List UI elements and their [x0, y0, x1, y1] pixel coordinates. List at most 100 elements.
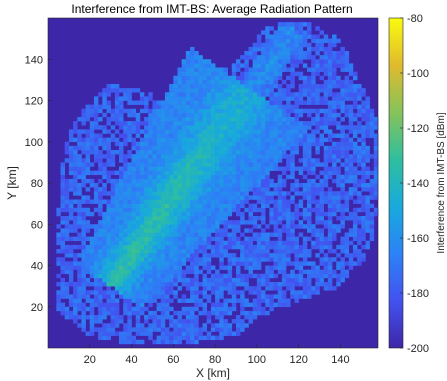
heatmap-cell	[123, 154, 128, 159]
heatmap-cell	[252, 67, 258, 72]
heatmap-cell	[298, 137, 304, 143]
heatmap-cell	[294, 22, 299, 27]
heatmap-cell	[302, 236, 308, 242]
heatmap-cell	[315, 59, 320, 64]
heatmap-cell	[206, 92, 212, 97]
heatmap-cell	[144, 236, 149, 242]
heatmap-cell	[256, 46, 262, 52]
heatmap-cell	[106, 236, 111, 242]
heatmap-cell	[164, 302, 170, 308]
heatmap-cell	[194, 67, 199, 72]
heatmap-cell	[139, 240, 145, 246]
heatmap-cell	[332, 191, 337, 196]
heatmap-cell	[244, 125, 249, 130]
heatmap-cell	[181, 319, 187, 324]
heatmap-cell	[206, 170, 212, 176]
heatmap-cell	[81, 294, 86, 299]
heatmap-cell	[177, 112, 182, 118]
heatmap-cell	[315, 125, 320, 130]
heatmap-cell	[152, 294, 157, 299]
heatmap-cell	[269, 154, 274, 159]
heatmap-cell	[169, 232, 174, 237]
heatmap-cell	[135, 261, 141, 266]
heatmap-cell	[144, 315, 149, 320]
heatmap-cell	[110, 178, 116, 184]
heatmap-cell	[77, 203, 82, 209]
heatmap-cell	[244, 145, 249, 151]
heatmap-cell	[323, 174, 329, 180]
heatmap-cell	[148, 170, 153, 176]
heatmap-cell	[160, 339, 166, 345]
heatmap-cell	[319, 42, 324, 48]
heatmap-cell	[181, 112, 187, 118]
heatmap-cell	[77, 137, 82, 143]
heatmap-cell	[352, 104, 358, 110]
heatmap-cell	[323, 240, 329, 246]
heatmap-cell	[198, 211, 203, 217]
heatmap-cell	[148, 286, 153, 291]
heatmap-cell	[357, 178, 362, 184]
heatmap-cell	[298, 84, 304, 89]
heatmap-cell	[173, 79, 178, 85]
heatmap-cell	[357, 249, 362, 254]
heatmap-cell	[269, 162, 274, 167]
heatmap-cell	[160, 265, 166, 270]
heatmap-cell	[357, 199, 362, 204]
heatmap-cell	[302, 154, 308, 159]
heatmap-cell	[102, 125, 107, 130]
heatmap-cell	[311, 207, 316, 213]
heatmap-cell	[98, 331, 103, 336]
heatmap-cell	[281, 150, 287, 155]
heatmap-cell	[131, 211, 137, 217]
heatmap-cell	[252, 112, 258, 118]
heatmap-cell	[261, 59, 266, 64]
heatmap-cell	[294, 71, 299, 77]
heatmap-cell	[160, 315, 166, 320]
heatmap-cell	[102, 145, 107, 151]
heatmap-cell	[227, 273, 233, 279]
heatmap-cell	[98, 249, 103, 254]
heatmap-cell	[265, 59, 270, 64]
heatmap-cell	[89, 129, 95, 134]
heatmap-cell	[152, 100, 157, 105]
heatmap-cell	[156, 216, 162, 221]
heatmap-cell	[290, 170, 295, 176]
heatmap-cell	[169, 277, 174, 283]
heatmap-cell	[194, 195, 199, 200]
heatmap-cell	[315, 162, 320, 167]
heatmap-cell	[177, 67, 182, 72]
heatmap-cell	[156, 302, 162, 308]
heatmap-cell	[261, 162, 266, 167]
heatmap-cell	[298, 224, 304, 229]
heatmap-cell	[306, 191, 312, 196]
heatmap-cell	[240, 253, 245, 258]
heatmap-cell	[290, 294, 295, 299]
heatmap-cell	[131, 137, 137, 143]
heatmap-cell	[210, 195, 216, 200]
heatmap-cell	[139, 257, 145, 262]
heatmap-cell	[281, 298, 287, 303]
heatmap-cell	[181, 306, 187, 312]
heatmap-cell	[256, 67, 262, 72]
heatmap-cell	[323, 166, 329, 171]
heatmap-cell	[235, 67, 241, 72]
heatmap-cell	[240, 166, 245, 171]
heatmap-cell	[139, 277, 145, 283]
heatmap-cell	[77, 183, 82, 188]
heatmap-cell	[227, 298, 233, 303]
heatmap-cell	[160, 117, 166, 122]
heatmap-cell	[344, 125, 350, 130]
heatmap-cell	[373, 121, 379, 126]
heatmap-cell	[190, 331, 195, 336]
heatmap-cell	[119, 249, 124, 254]
heatmap-cell	[202, 286, 208, 291]
heatmap-cell	[148, 154, 153, 159]
heatmap-cell	[181, 257, 187, 262]
heatmap-cell	[135, 187, 141, 192]
heatmap-cell	[244, 79, 249, 85]
heatmap-cell	[244, 302, 249, 308]
heatmap-cell	[256, 108, 262, 114]
heatmap-cell	[273, 63, 279, 68]
heatmap-cell	[369, 154, 375, 159]
heatmap-cell	[311, 178, 316, 184]
